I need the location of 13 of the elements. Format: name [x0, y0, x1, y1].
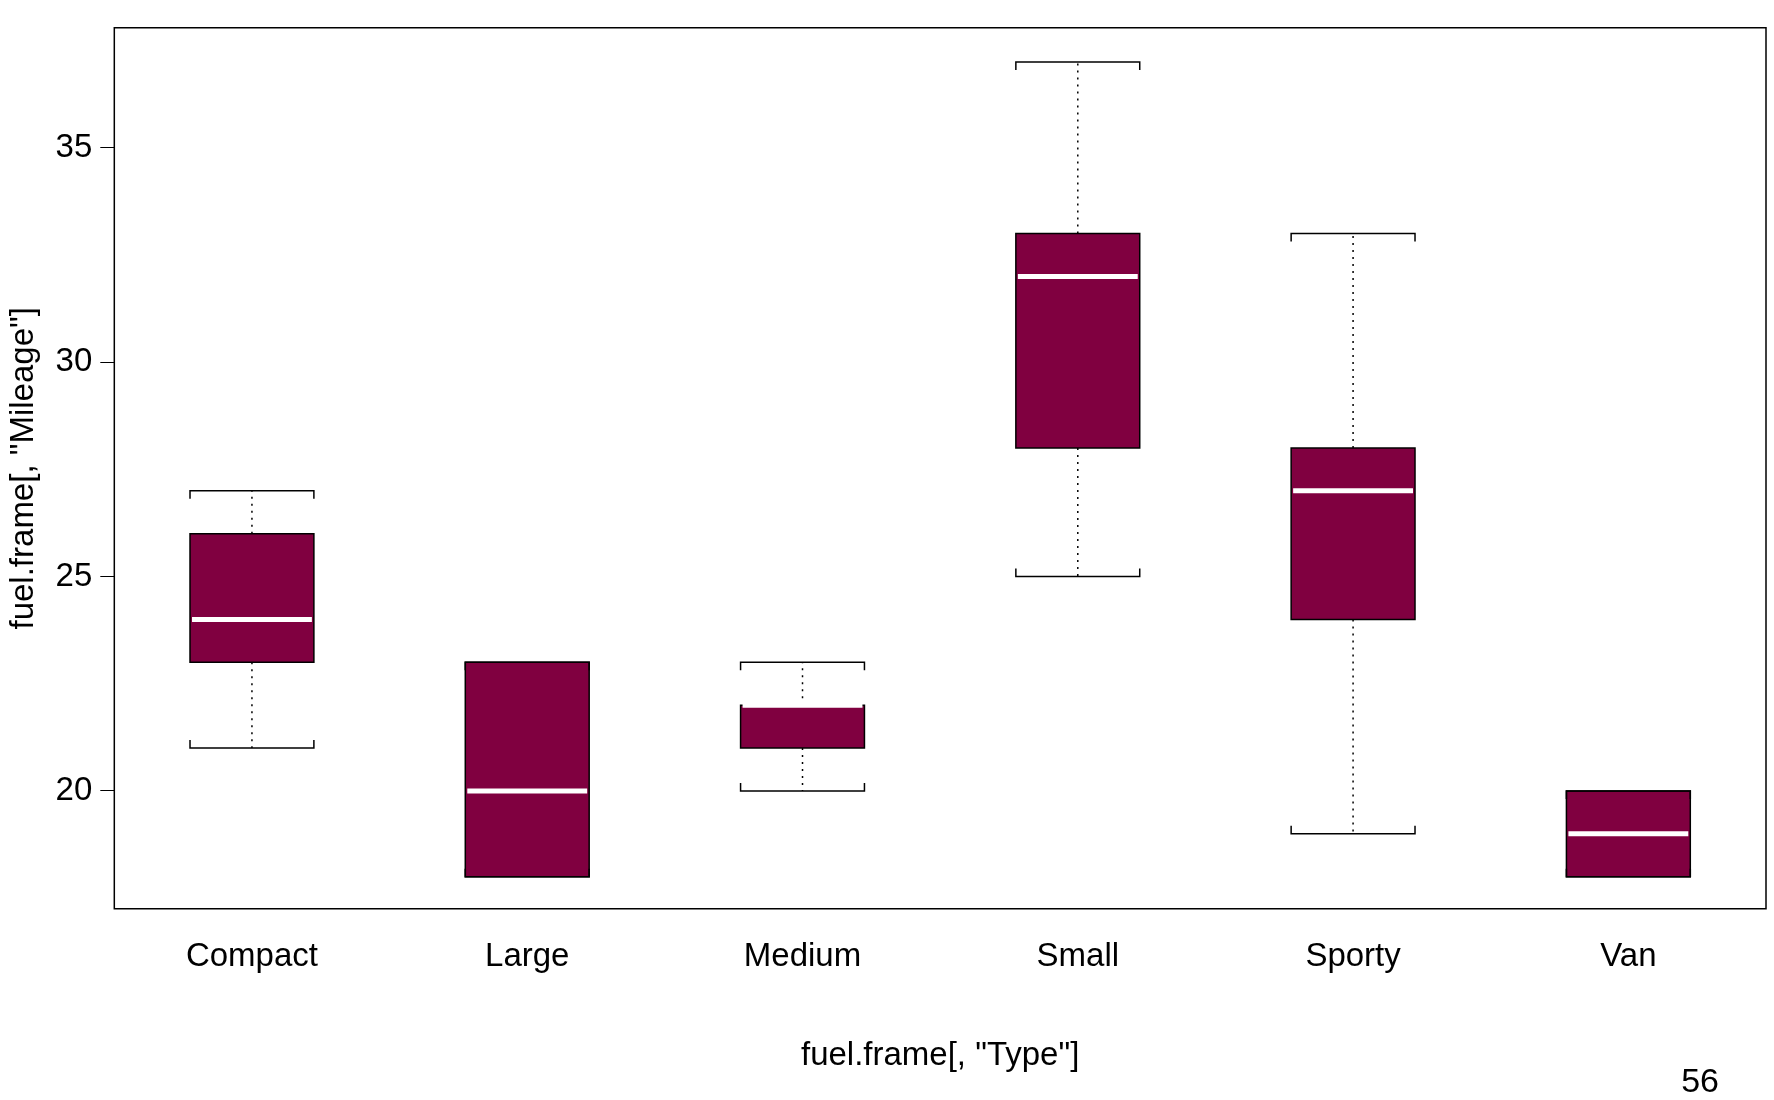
y-tick-label: 30	[55, 341, 93, 379]
x-tick-label: Compact	[185, 935, 318, 973]
y-tick-label: 35	[55, 126, 93, 164]
x-tick-label: Van	[1600, 935, 1657, 973]
y-tick-label: 25	[55, 555, 93, 593]
y-tick-label: 20	[55, 770, 93, 807]
y-axis-title: fuel.frame[, "Mileage"]	[2, 307, 40, 630]
x-axis-title: fuel.frame[, "Type"]	[800, 1035, 1080, 1073]
text: 56	[1681, 1061, 1719, 1100]
x-tick-label: Sporty	[1305, 935, 1402, 973]
x-tick-label: Large	[485, 935, 570, 973]
x-tick-label: Small	[1036, 935, 1120, 973]
x-tick-label: Medium	[743, 935, 862, 973]
